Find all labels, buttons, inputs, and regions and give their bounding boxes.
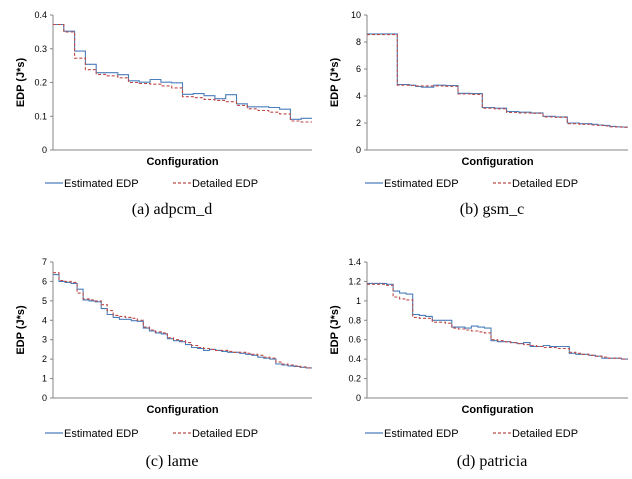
series-line-detailed xyxy=(367,34,628,128)
series-line-detailed xyxy=(367,283,628,360)
series-line-detailed xyxy=(53,272,312,369)
panel-caption: (b) gsm_c xyxy=(460,201,524,218)
y-tick-label: 0.1 xyxy=(34,111,47,121)
y-tick-label: 2 xyxy=(42,354,47,364)
y-tick-label: 4 xyxy=(42,315,47,325)
y-tick-label: 0.6 xyxy=(348,335,361,345)
y-tick-label: 0.8 xyxy=(348,315,361,325)
y-tick-label: 0.4 xyxy=(348,354,361,364)
x-axis-label: Configuration xyxy=(146,404,218,416)
y-axis-label: EDP (J*s) xyxy=(15,305,27,355)
y-tick-label: 4 xyxy=(356,91,361,101)
y-tick-label: 0.3 xyxy=(34,44,47,54)
y-tick-label: 1.2 xyxy=(348,276,361,286)
legend: Estimated EDP Detailed EDP xyxy=(45,428,258,440)
legend-label: Detailed EDP xyxy=(512,178,578,190)
y-axis-label: EDP (J*s) xyxy=(329,58,341,108)
y-tick-label: 0.4 xyxy=(34,10,47,20)
panel-caption: (a) adpcm_d xyxy=(132,201,212,218)
y-axis-label: EDP (J*s) xyxy=(15,58,27,108)
y-tick-label: 6 xyxy=(42,276,47,286)
panel-caption: (d) patricia xyxy=(457,453,528,470)
chart-panel-3: 0 1 2 3 4 5 6 7 EDP (J*s) Configuration Estimated … xyxy=(15,257,312,470)
y-tick-label: 3 xyxy=(42,335,47,345)
y-tick-label: 0 xyxy=(356,145,361,155)
y-tick-label: 8 xyxy=(356,37,361,47)
x-axis-label: Configuration xyxy=(146,156,218,168)
series-line-estimated xyxy=(367,33,628,128)
series-line-estimated xyxy=(367,282,628,360)
legend: Estimated EDP Detailed EDP xyxy=(365,428,578,440)
legend-label: Estimated EDP xyxy=(384,428,459,440)
legend-label: Estimated EDP xyxy=(384,178,459,190)
x-axis-label: Configuration xyxy=(461,156,533,168)
y-axis-label: EDP (J*s) xyxy=(329,305,341,355)
y-tick-label: 6 xyxy=(356,64,361,74)
legend-label: Detailed EDP xyxy=(192,178,258,190)
series-line-detailed xyxy=(53,23,312,123)
legend: Estimated EDP Detailed EDP xyxy=(45,178,258,190)
y-tick-label: 10 xyxy=(351,10,361,20)
legend-label: Estimated EDP xyxy=(64,178,139,190)
y-tick-label: 2 xyxy=(356,118,361,128)
y-tick-label: 1.4 xyxy=(348,257,361,267)
legend-label: Detailed EDP xyxy=(512,428,578,440)
y-tick-label: 0.2 xyxy=(348,374,361,384)
legend: Estimated EDP Detailed EDP xyxy=(365,178,578,190)
series-line-estimated xyxy=(53,274,312,369)
legend-label: Detailed EDP xyxy=(192,428,258,440)
chart-panel-4: 0 0.2 0.4 0.6 0.8 1 1.2 1.4 EDP (J*s) Configurati… xyxy=(329,257,628,470)
series-line-estimated xyxy=(53,23,312,120)
y-tick-label: 7 xyxy=(42,257,47,267)
y-tick-label: 0 xyxy=(356,393,361,403)
legend-label: Estimated EDP xyxy=(64,428,139,440)
y-tick-label: 1 xyxy=(42,374,47,384)
y-tick-label: 1 xyxy=(356,296,361,306)
y-tick-label: 0 xyxy=(42,145,47,155)
chart-panel-1: 0 0.1 0.2 0.3 0.4 EDP (J*s) Configuration Estim… xyxy=(15,10,312,218)
y-tick-label: 0.2 xyxy=(34,78,47,88)
panel-caption: (c) lame xyxy=(146,453,199,470)
y-tick-label: 0 xyxy=(42,393,47,403)
x-axis-label: Configuration xyxy=(461,404,533,416)
y-tick-label: 5 xyxy=(42,296,47,306)
